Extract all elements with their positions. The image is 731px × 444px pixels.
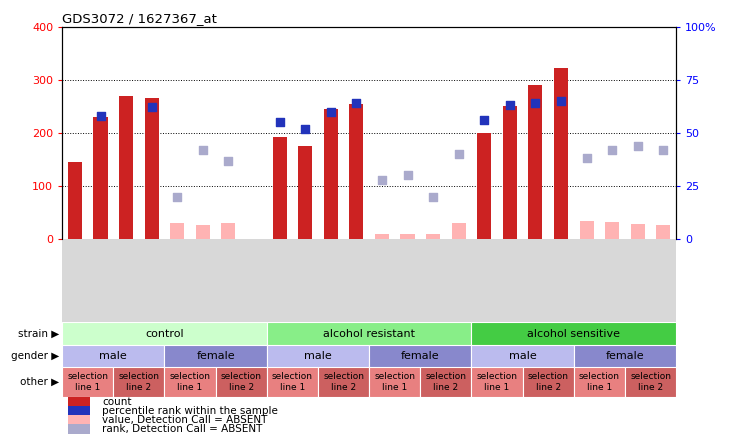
Bar <box>298 146 312 239</box>
Bar <box>113 367 164 397</box>
Bar <box>369 345 471 367</box>
Text: selection
line 2: selection line 2 <box>118 372 159 392</box>
Bar <box>170 223 184 239</box>
Text: selection
line 1: selection line 1 <box>477 372 518 392</box>
Point <box>325 108 336 115</box>
Bar <box>631 224 645 239</box>
Bar <box>471 345 574 367</box>
Bar <box>580 221 594 239</box>
Point <box>197 147 209 154</box>
Text: control: control <box>145 329 183 339</box>
Point <box>145 104 158 111</box>
Bar <box>574 367 625 397</box>
Bar <box>605 222 619 239</box>
Bar <box>68 162 82 239</box>
Text: male: male <box>509 351 537 361</box>
Bar <box>529 85 542 239</box>
Bar <box>267 367 318 397</box>
Bar <box>523 367 574 397</box>
Text: selection
line 1: selection line 1 <box>579 372 620 392</box>
Bar <box>324 109 338 239</box>
Point <box>556 98 567 105</box>
Bar <box>62 367 113 397</box>
Bar <box>216 367 267 397</box>
Bar <box>94 117 107 239</box>
Text: selection
line 2: selection line 2 <box>221 372 262 392</box>
Text: alcohol sensitive: alcohol sensitive <box>527 329 621 339</box>
Bar <box>625 367 676 397</box>
Bar <box>62 322 267 345</box>
Text: male: male <box>304 351 332 361</box>
Bar <box>426 234 440 239</box>
Bar <box>164 367 216 397</box>
Bar <box>503 106 517 239</box>
Text: selection
line 1: selection line 1 <box>272 372 313 392</box>
Bar <box>420 367 471 397</box>
Point <box>453 151 465 158</box>
Point <box>222 157 234 164</box>
Bar <box>349 103 363 239</box>
Point <box>658 147 670 154</box>
Point <box>273 119 285 126</box>
Bar <box>656 226 670 239</box>
Bar <box>267 345 369 367</box>
Point <box>581 155 593 162</box>
Bar <box>164 345 267 367</box>
Bar <box>273 137 287 239</box>
Bar <box>369 367 420 397</box>
Bar <box>401 234 414 239</box>
Point <box>529 99 541 107</box>
Point <box>632 142 644 149</box>
Text: GDS3072 / 1627367_at: GDS3072 / 1627367_at <box>62 12 217 25</box>
Bar <box>145 99 159 239</box>
Bar <box>554 68 568 239</box>
Text: strain ▶: strain ▶ <box>18 329 59 339</box>
Point <box>478 117 490 124</box>
Text: selection
line 2: selection line 2 <box>323 372 364 392</box>
Text: value, Detection Call = ABSENT: value, Detection Call = ABSENT <box>102 415 268 425</box>
Text: female: female <box>401 351 439 361</box>
Bar <box>574 345 676 367</box>
Text: male: male <box>99 351 127 361</box>
Bar <box>68 406 90 416</box>
Bar <box>471 367 523 397</box>
Point <box>427 193 439 200</box>
Point <box>376 176 387 183</box>
Bar <box>196 225 210 239</box>
Text: selection
line 1: selection line 1 <box>374 372 415 392</box>
Bar <box>221 223 235 239</box>
Text: selection
line 1: selection line 1 <box>170 372 211 392</box>
Bar <box>119 96 133 239</box>
Point <box>504 102 516 109</box>
Point <box>300 125 311 132</box>
Point <box>606 147 618 154</box>
Text: female: female <box>606 351 644 361</box>
Bar <box>68 396 90 407</box>
Point <box>402 172 414 179</box>
Text: selection
line 2: selection line 2 <box>630 372 671 392</box>
Bar <box>68 415 90 425</box>
Text: selection
line 2: selection line 2 <box>528 372 569 392</box>
Bar <box>267 322 471 345</box>
Bar <box>452 223 466 239</box>
Text: selection
line 2: selection line 2 <box>425 372 466 392</box>
Point <box>351 99 363 107</box>
Bar <box>471 322 676 345</box>
Text: gender ▶: gender ▶ <box>11 351 59 361</box>
Bar <box>68 424 90 434</box>
Text: other ▶: other ▶ <box>20 377 59 387</box>
Text: female: female <box>197 351 235 361</box>
Bar <box>318 367 369 397</box>
Text: count: count <box>102 397 132 407</box>
Text: rank, Detection Call = ABSENT: rank, Detection Call = ABSENT <box>102 424 262 434</box>
Text: percentile rank within the sample: percentile rank within the sample <box>102 406 278 416</box>
Bar <box>477 133 491 239</box>
Bar <box>62 345 164 367</box>
Point <box>95 112 107 119</box>
Point <box>171 193 183 200</box>
Bar <box>375 234 389 239</box>
Text: selection
line 1: selection line 1 <box>67 372 108 392</box>
Text: alcohol resistant: alcohol resistant <box>323 329 415 339</box>
